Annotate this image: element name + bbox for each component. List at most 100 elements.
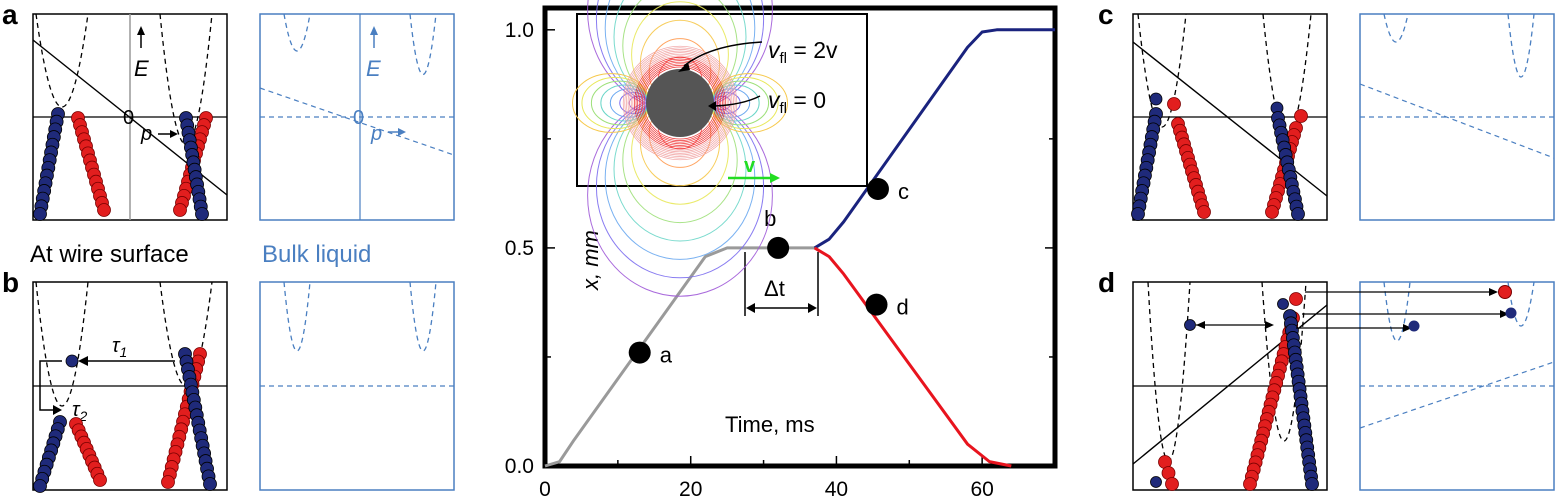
red-quasiparticle <box>1165 477 1179 491</box>
contour-inner <box>638 61 722 145</box>
contour-inner <box>630 53 730 153</box>
red-quasiparticle <box>1243 477 1257 491</box>
blue-quasiparticle <box>1291 207 1305 221</box>
panel-c-letter: c <box>1098 0 1114 30</box>
marker-c <box>866 178 889 201</box>
bulk-blue-quasiparticle-2 <box>1505 307 1517 319</box>
bulk-dispersion-left <box>283 13 311 52</box>
velocity-arrowhead <box>770 173 780 183</box>
blue-quasiparticle <box>203 477 217 491</box>
red-quasiparticle <box>97 203 111 217</box>
bulk-zero-label: 0 <box>353 107 364 129</box>
vfl-bottom-label: vfl = 0 <box>768 87 826 117</box>
panel-c: c <box>1098 0 1555 221</box>
y-tick-label: 1.0 <box>505 19 534 42</box>
d-bulk-tilted-line <box>1359 361 1555 429</box>
panel-a-letter: a <box>2 0 18 30</box>
x-tick-label: 60 <box>970 478 993 501</box>
c-dispersion-right <box>1262 13 1312 135</box>
y-axis-label: x, mm <box>578 230 603 291</box>
blue-quasiparticle <box>1277 298 1289 310</box>
vfl-top-arrowhead <box>678 62 690 72</box>
blue-quasiparticle <box>33 479 47 493</box>
sphere <box>646 69 714 137</box>
series-line-blue <box>813 28 1055 250</box>
vfl-bottom-pointer <box>713 95 761 107</box>
arrow-up-energy <box>137 26 145 48</box>
contour-inner <box>637 60 723 146</box>
b-bulk-dispersion-right <box>409 281 437 352</box>
marker-d <box>865 293 888 316</box>
bulk-blue-quasiparticle <box>1408 320 1420 332</box>
blue-quasiparticle <box>1131 207 1145 221</box>
d-bulk-dispersion-right <box>1507 281 1535 327</box>
red-quasiparticle <box>93 473 107 487</box>
red-quasiparticle <box>173 203 187 217</box>
quasiparticle-balls-b <box>33 347 217 493</box>
y-tick-label: 0.5 <box>505 237 534 260</box>
marker-label-a: a <box>660 343 673 368</box>
transfer-arrows <box>1196 288 1509 332</box>
tau2-arrow <box>39 360 62 415</box>
y-tick-label: 0.0 <box>505 455 534 478</box>
contour-inner <box>629 52 731 154</box>
bulk-momentum-label: p <box>370 123 382 145</box>
marker-label-d: d <box>897 295 909 320</box>
marker-label-c: c <box>898 179 909 204</box>
red-quasiparticle <box>1289 292 1303 306</box>
c-dispersion-left <box>1137 13 1187 128</box>
contour-inner <box>635 58 725 148</box>
bulk-tilted-line <box>259 87 455 156</box>
contour-inner <box>634 57 726 149</box>
bulk-red-quasiparticle <box>1498 285 1512 299</box>
red-quasiparticle <box>1294 109 1308 123</box>
quasiparticle-balls-d <box>1150 292 1319 491</box>
tau1-label: τ1 <box>112 335 127 360</box>
delta-t-bracket <box>744 252 819 316</box>
contour-inner <box>640 63 720 143</box>
c-bulk-tilted-line <box>1359 83 1555 159</box>
contour-inner <box>624 47 736 159</box>
dispersion-left <box>35 13 89 108</box>
bulk-energy-label: E <box>366 56 381 81</box>
contour-inner <box>642 65 718 141</box>
blue-quasiparticle <box>1305 477 1319 491</box>
caption-bulk-liquid: Bulk liquid <box>262 241 371 268</box>
blue-quasiparticle <box>1149 92 1163 106</box>
panel-d-letter: d <box>1098 267 1115 298</box>
momentum-label: p <box>140 123 152 145</box>
tau2-label: τ2 <box>72 399 87 424</box>
panel-b-letter: b <box>2 267 19 298</box>
series-line-red <box>813 246 1012 468</box>
bulk-dispersion-right <box>409 13 437 76</box>
delta-t-label: Δt <box>764 276 785 301</box>
x-axis-label: Time, ms <box>725 412 815 437</box>
flow-inset: vfl = 2v vfl = 0 v <box>572 0 868 297</box>
blue-quasiparticle <box>33 207 47 221</box>
vfl-top-label: vfl = 2v <box>768 37 838 67</box>
bulk-momentum-arrow <box>388 128 406 136</box>
blue-quasiparticle <box>1150 476 1162 488</box>
vfl-top-pointer <box>683 41 763 67</box>
dispersion-right <box>159 13 213 146</box>
chart-ticks: 0 20 40 60 0.0 0.5 1.0 <box>505 19 1055 501</box>
chart-frame <box>542 5 1058 469</box>
blue-quasiparticle <box>195 207 209 221</box>
caption-wire-surface: At wire surface <box>30 241 189 268</box>
blue-quasiparticle <box>1184 319 1196 331</box>
momentum-arrow <box>158 130 178 138</box>
quasiparticle-balls-a <box>33 107 213 221</box>
blue-quasiparticle <box>65 354 79 368</box>
marker-b <box>767 236 790 259</box>
red-quasiparticle <box>1167 97 1181 111</box>
marker-a <box>628 341 651 364</box>
d-bulk-dispersion-left <box>1383 281 1411 342</box>
d-dispersion-right <box>1261 281 1307 442</box>
zero-label: 0 <box>123 107 134 129</box>
red-quasiparticle <box>1265 205 1279 219</box>
x-tick-label: 20 <box>679 478 702 501</box>
red-quasiparticle <box>161 475 175 489</box>
energy-label: E <box>134 56 149 81</box>
